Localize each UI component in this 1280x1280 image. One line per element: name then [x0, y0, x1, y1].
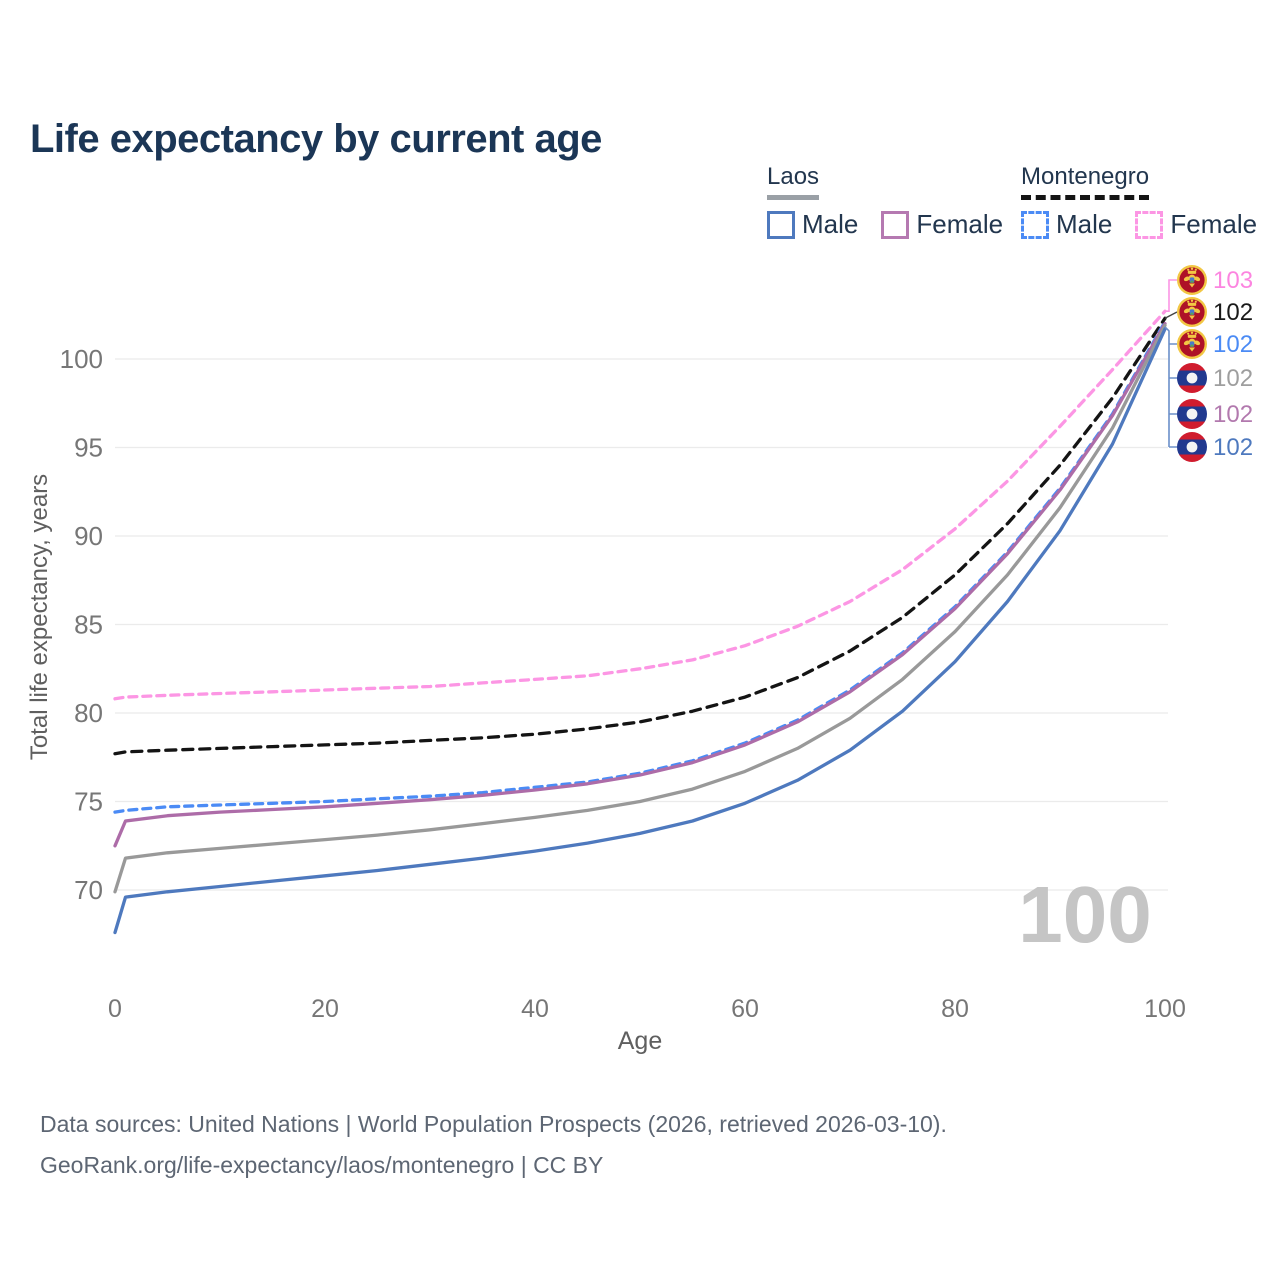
montenegro-flag-icon	[1177, 329, 1207, 359]
series-line-laos-female[interactable]	[113, 321, 1167, 848]
x-axis-title: Age	[618, 1027, 662, 1055]
legend-item-montenegro-female[interactable]: Female	[1135, 209, 1257, 240]
legend-label: Female	[1170, 209, 1258, 239]
end-value-label: 102	[1213, 299, 1253, 326]
leader-line-bracket	[1164, 326, 1177, 448]
series-line-laos-both-sexes[interactable]	[113, 323, 1167, 894]
end-value-label: 102	[1213, 365, 1253, 392]
y-tick-label: 80	[74, 698, 103, 728]
laos-flag-icon	[1177, 399, 1207, 429]
end-value-label: 102	[1213, 434, 1253, 461]
y-tick-label: 95	[74, 433, 103, 463]
x-tick-label: 40	[521, 995, 549, 1023]
series-line-montenegro-male[interactable]	[113, 320, 1167, 814]
laos-flag-icon	[1177, 432, 1207, 462]
page-title: Life expectancy by current age	[30, 116, 602, 161]
end-value-label: 103	[1213, 267, 1253, 294]
series-line-montenegro-both-sexes[interactable]	[113, 316, 1167, 756]
y-tick-label: 70	[74, 875, 103, 905]
y-tick-label: 75	[74, 787, 103, 817]
watermark-text: 100	[1018, 870, 1151, 959]
montenegro-male-swatch	[1021, 210, 1049, 239]
laos-male-swatch	[767, 210, 795, 239]
x-tick-label: 100	[1144, 995, 1186, 1023]
x-tick-label: 20	[311, 995, 339, 1023]
legend-row-laos: Male Female	[767, 209, 1017, 240]
leader-line-montenegro-female	[1165, 279, 1177, 313]
attribution-text: GeoRank.org/life-expectancy/laos/montene…	[40, 1152, 604, 1178]
y-axis-title: Total life expectancy, years	[26, 474, 53, 760]
legend-header-montenegro[interactable]: Montenegro	[1021, 163, 1150, 200]
x-tick-label: 60	[731, 995, 759, 1023]
x-tick-label: 0	[108, 995, 122, 1023]
series-line-laos-male[interactable]	[113, 327, 1167, 935]
chart-footer: Data sources: United Nations | World Pop…	[40, 1104, 947, 1186]
leader-line-montenegro-both	[1164, 311, 1178, 319]
data-sources-text: Data sources: United Nations | World Pop…	[40, 1111, 947, 1137]
montenegro-female-swatch	[1135, 210, 1164, 239]
legend-header-laos[interactable]: Laos	[767, 163, 820, 200]
legend-item-montenegro-male[interactable]: Male	[1021, 209, 1112, 240]
legend-label: Male	[802, 209, 859, 239]
legend-label: Male	[1056, 209, 1113, 239]
y-tick-label: 100	[60, 344, 103, 374]
end-value-label: 102	[1213, 331, 1253, 358]
montenegro-flag-icon	[1177, 297, 1207, 327]
laos-female-swatch	[881, 210, 910, 239]
legend-item-laos-female[interactable]: Female	[881, 209, 1003, 240]
legend-group-laos: Laos Male Female	[767, 163, 1017, 240]
montenegro-flag-icon	[1177, 265, 1207, 295]
y-tick-label: 85	[74, 610, 103, 640]
end-value-label: 102	[1213, 401, 1253, 428]
series-line-montenegro-female[interactable]	[113, 309, 1167, 701]
legend-group-montenegro: Montenegro Male Female	[1021, 163, 1271, 240]
legend-row-montenegro: Male Female	[1021, 209, 1271, 240]
legend-label: Female	[916, 209, 1004, 239]
y-tick-label: 90	[74, 521, 103, 551]
laos-flag-icon	[1177, 363, 1207, 393]
x-tick-label: 80	[941, 995, 969, 1023]
legend-item-laos-male[interactable]: Male	[767, 209, 858, 240]
